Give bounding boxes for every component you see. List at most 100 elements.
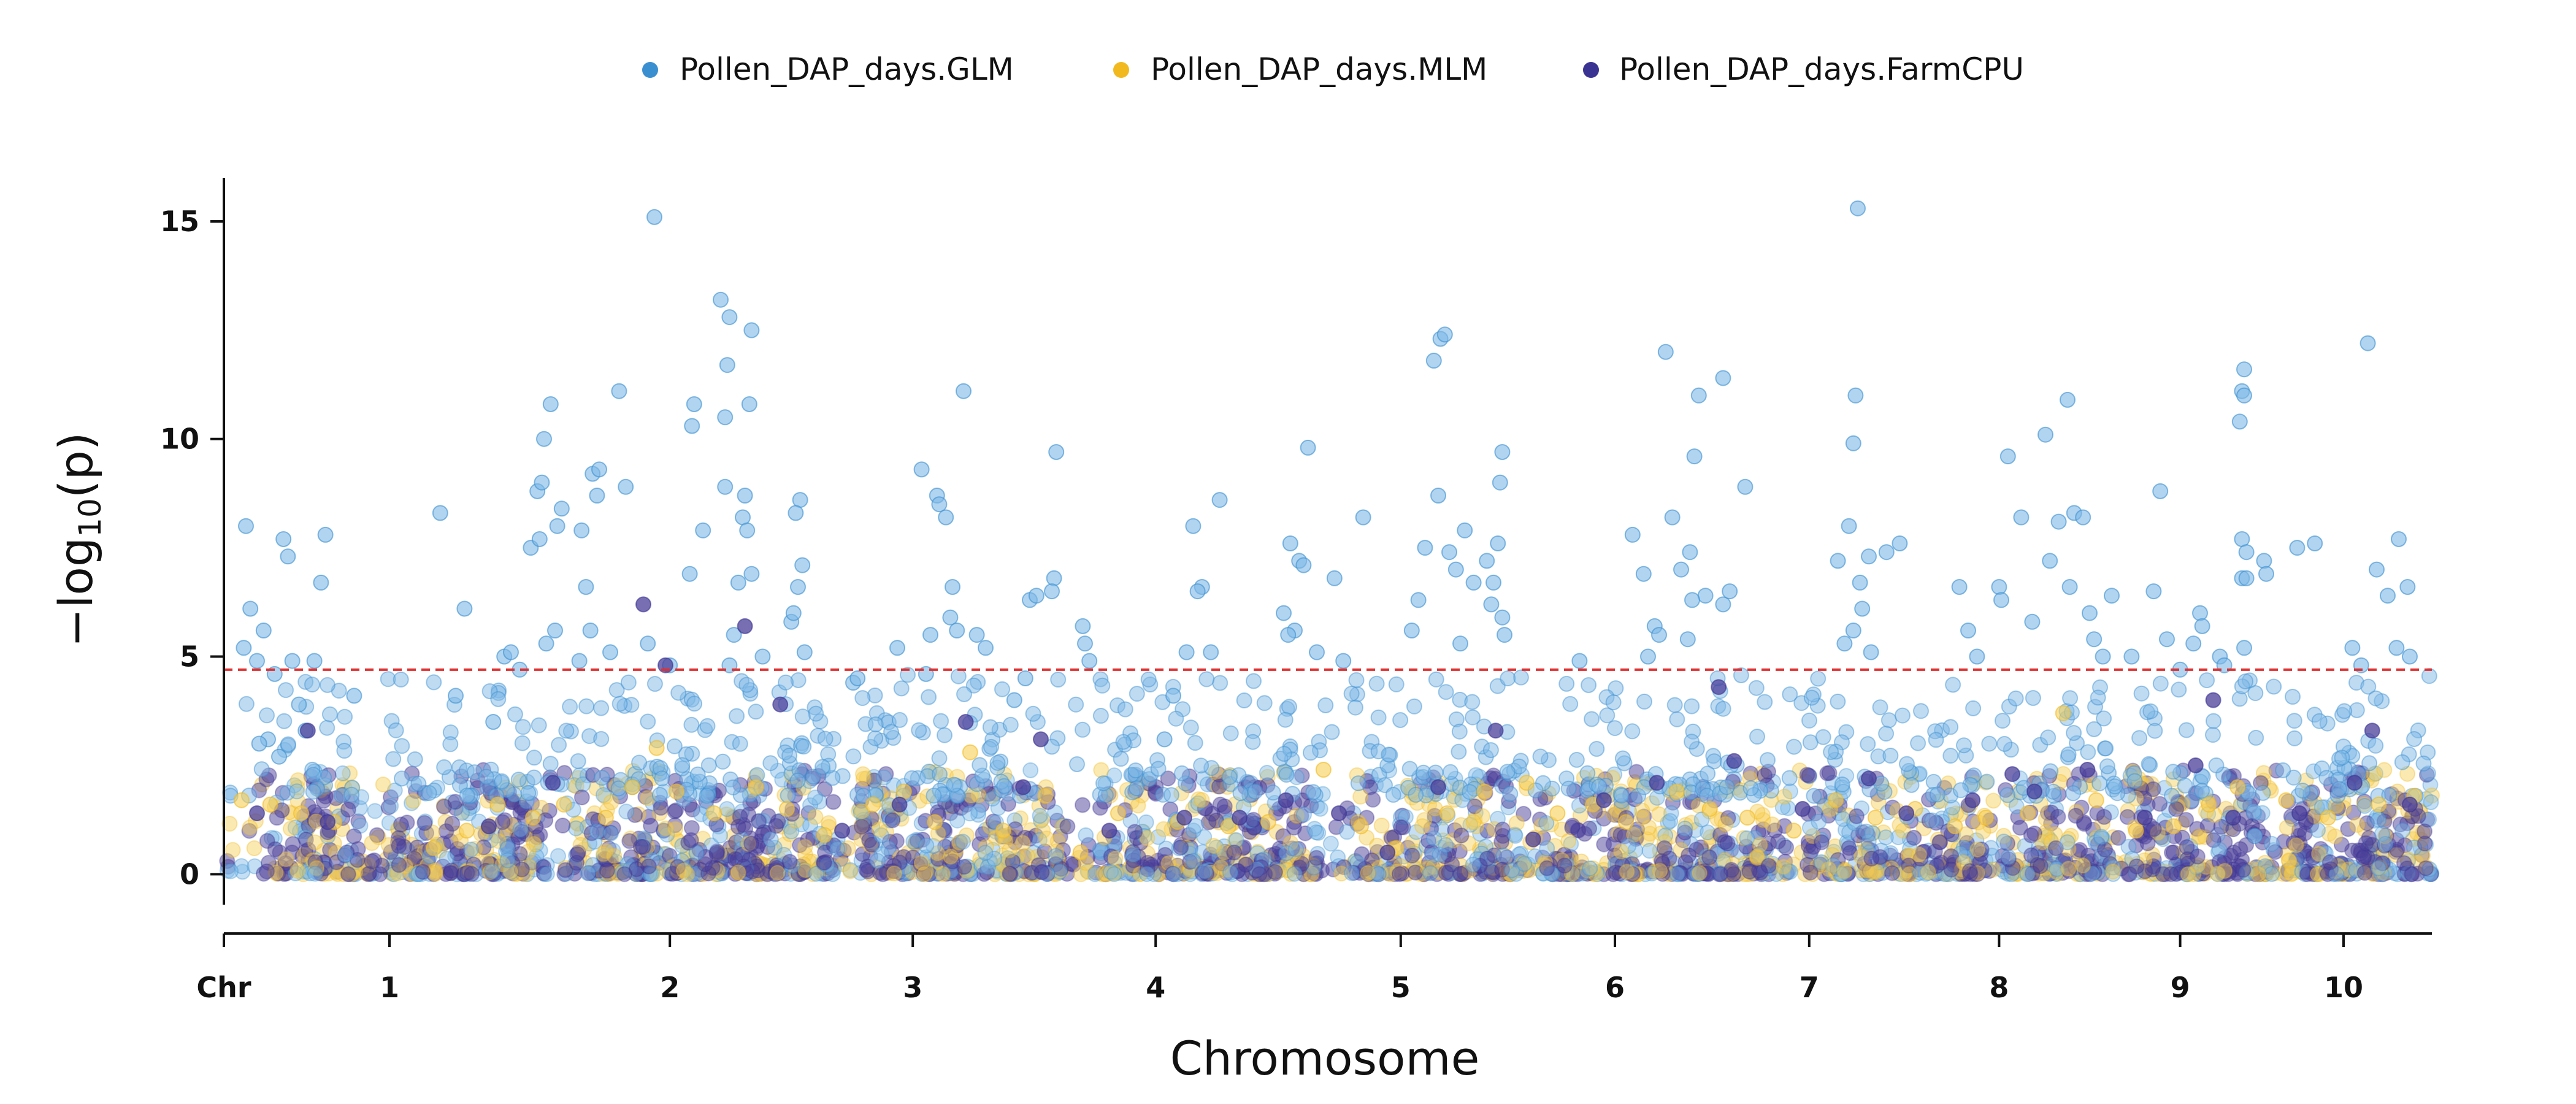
background-point xyxy=(224,841,241,858)
y-axis-title-subscript: 10 xyxy=(72,498,108,537)
background-point xyxy=(1903,776,1920,793)
background-point xyxy=(1406,698,1422,715)
background-point xyxy=(2063,827,2079,844)
background-point xyxy=(1425,859,1442,875)
point-mlm xyxy=(2371,796,2387,813)
background-point xyxy=(654,770,670,787)
background-point xyxy=(935,865,951,882)
background-point xyxy=(743,835,760,852)
background-point xyxy=(1742,765,1759,782)
background-point xyxy=(542,756,559,772)
x-tick-label: 2 xyxy=(660,971,680,1004)
point-mlm xyxy=(1315,762,1332,778)
background-point xyxy=(1173,839,1189,856)
point-mlm xyxy=(1476,783,1493,800)
background-point xyxy=(1581,677,1597,693)
background-point xyxy=(2007,690,2024,707)
background-point xyxy=(484,863,500,880)
background-point xyxy=(305,767,321,783)
background-point xyxy=(2141,756,2157,772)
background-point xyxy=(319,677,335,693)
background-point xyxy=(1803,689,1820,706)
background-point xyxy=(800,805,817,821)
background-point xyxy=(769,865,786,881)
background-point xyxy=(2042,763,2059,780)
background-point xyxy=(1781,863,1797,880)
legend-label-mlm: Pollen_DAP_days.MLM xyxy=(1151,52,1487,87)
background-point xyxy=(1226,844,1243,861)
background-point xyxy=(1499,764,1516,780)
point-glm xyxy=(1651,627,1667,643)
background-point xyxy=(1776,788,1793,805)
background-point xyxy=(989,754,1006,771)
point-glm xyxy=(1447,561,1464,578)
point-glm xyxy=(536,431,552,447)
background-point xyxy=(996,778,1013,794)
background-point xyxy=(962,805,978,822)
background-point xyxy=(1247,783,1263,800)
background-point xyxy=(1156,821,1172,837)
point-glm xyxy=(2185,635,2202,652)
point-glm xyxy=(1430,488,1446,504)
point-glm xyxy=(2238,544,2255,561)
point-glm xyxy=(549,518,565,534)
background-point xyxy=(1563,836,1579,853)
background-point xyxy=(1168,710,1184,727)
background-point xyxy=(436,759,453,775)
background-point xyxy=(321,706,338,723)
point-glm xyxy=(913,461,930,478)
point-glm xyxy=(2082,605,2098,621)
background-point xyxy=(1613,788,1630,804)
background-point xyxy=(583,825,600,841)
background-point xyxy=(526,769,542,786)
background-point xyxy=(550,848,566,864)
background-point xyxy=(415,864,431,880)
background-point xyxy=(2059,834,2076,851)
point-glm xyxy=(2238,570,2255,586)
background-point xyxy=(246,840,263,856)
background-point xyxy=(1150,761,1167,777)
background-point xyxy=(442,736,459,753)
background-point xyxy=(1388,676,1405,692)
background-point xyxy=(1662,813,1679,829)
point-glm xyxy=(2307,535,2323,551)
point-mlm xyxy=(779,800,795,817)
background-point xyxy=(1911,846,1927,863)
background-point xyxy=(2098,740,2114,757)
background-point xyxy=(1259,765,1275,781)
point-glm xyxy=(1836,635,1853,652)
background-point xyxy=(937,727,953,743)
point-mlm xyxy=(1037,788,1054,804)
background-point xyxy=(780,787,796,803)
background-point xyxy=(393,671,409,688)
background-point xyxy=(1462,784,1478,800)
point-glm xyxy=(1892,535,1908,551)
point-farmcpu xyxy=(1525,831,1541,848)
background-point xyxy=(2254,805,2271,821)
point-mlm xyxy=(2229,779,2246,795)
background-point xyxy=(867,730,884,746)
point-farmcpu xyxy=(1278,792,1294,808)
point-glm xyxy=(2256,553,2272,569)
y-axis-title: −log10(p) xyxy=(48,432,108,648)
background-point xyxy=(1127,824,1143,840)
background-point xyxy=(2164,788,2180,804)
point-glm xyxy=(280,548,296,565)
point-glm xyxy=(1878,544,1895,561)
background-point xyxy=(1002,716,1019,733)
background-point xyxy=(2232,841,2248,857)
background-point xyxy=(526,749,542,766)
background-point xyxy=(643,818,659,834)
point-glm xyxy=(485,714,502,730)
point-mlm xyxy=(489,796,506,813)
background-point xyxy=(618,803,635,820)
background-point xyxy=(1381,746,1397,763)
background-point xyxy=(570,770,586,786)
background-point xyxy=(666,738,683,754)
point-farmcpu xyxy=(1487,723,1504,739)
point-glm xyxy=(317,526,334,543)
point-glm xyxy=(2388,640,2405,656)
point-glm xyxy=(739,522,756,539)
background-point xyxy=(1715,700,1731,717)
background-point xyxy=(1092,841,1108,858)
